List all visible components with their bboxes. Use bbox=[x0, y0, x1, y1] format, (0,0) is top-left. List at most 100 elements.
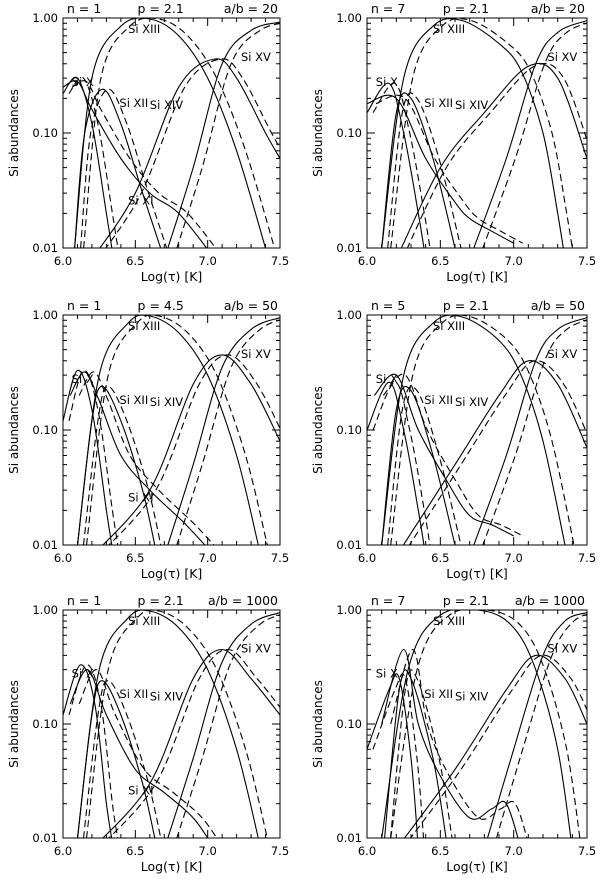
ion-label-si-xiv: Si XIV bbox=[150, 98, 183, 112]
ion-label-si-xv: Si XV bbox=[241, 641, 271, 655]
x-axis-title: Log(τ) [K] bbox=[141, 269, 203, 284]
series-dashed-si-xiii bbox=[85, 610, 268, 838]
series-line-si-xii bbox=[74, 88, 162, 248]
series-line-si-xiii bbox=[76, 610, 259, 838]
series-dashed-si-xv bbox=[176, 614, 280, 838]
y-tick-label: 1.00 bbox=[336, 308, 362, 322]
y-tick-label: 0.10 bbox=[336, 126, 362, 140]
y-tick-label: 0.01 bbox=[336, 831, 362, 845]
x-axis-title: Log(τ) [K] bbox=[446, 566, 508, 581]
series-group bbox=[63, 18, 280, 248]
panel-title-p: p = 4.5 bbox=[138, 298, 184, 313]
y-axis-title: Si abundances bbox=[311, 386, 325, 474]
x-tick-label: 7.0 bbox=[505, 551, 523, 565]
series-line-si-x bbox=[367, 673, 419, 838]
series-dashed-si-xi bbox=[71, 80, 217, 248]
x-tick-label: 6.5 bbox=[126, 844, 144, 858]
ion-label-si-xii: Si XII bbox=[424, 393, 453, 407]
x-axis-title: Log(τ) [K] bbox=[141, 859, 203, 874]
y-tick-label: 1.00 bbox=[336, 603, 362, 617]
ion-label-si-xv: Si XV bbox=[547, 347, 577, 361]
series-group bbox=[367, 18, 587, 248]
x-tick-label: 6.5 bbox=[126, 551, 144, 565]
series-line-si-xiv bbox=[402, 360, 587, 545]
panel-title-n: n = 7 bbox=[371, 593, 405, 608]
series-line-si-xv bbox=[167, 317, 280, 545]
ion-label-si-x: Si X bbox=[72, 75, 94, 89]
x-tick-label: 7.5 bbox=[271, 844, 289, 858]
ion-label-si-xiv: Si XIV bbox=[455, 98, 488, 112]
series-dashed-si-xi bbox=[390, 648, 528, 838]
x-tick-label: 6.0 bbox=[54, 844, 72, 858]
ion-label-si-xiii: Si XIII bbox=[433, 319, 465, 333]
series-dashed-si-x bbox=[68, 76, 119, 248]
y-tick-label: 0.01 bbox=[32, 241, 58, 255]
panel-title-ab: a/b = 50 bbox=[531, 298, 585, 313]
series-line-si-xiii bbox=[76, 315, 259, 545]
y-axis-title: Si abundances bbox=[311, 89, 325, 177]
panel-title-n: n = 1 bbox=[67, 593, 101, 608]
x-tick-label: 7.5 bbox=[578, 551, 596, 565]
ion-label-si-xiii: Si XIII bbox=[433, 614, 465, 628]
series-dashed-si-xi bbox=[78, 371, 215, 545]
x-tick-label: 6.5 bbox=[431, 551, 449, 565]
chart-panel-2: 6.0 6.5 7.0 7.5 0.01 0.10 1.00 Log(τ) [K] Si abu… bbox=[311, 1, 596, 284]
series-dashed-si-xii bbox=[387, 92, 462, 248]
series-line-si-xii bbox=[381, 92, 456, 248]
ion-label-si-xiv: Si XIV bbox=[150, 689, 183, 703]
ion-label-si-xiii: Si XIII bbox=[128, 614, 160, 628]
y-tick-label: 0.01 bbox=[32, 831, 58, 845]
series-line-si-xv bbox=[167, 611, 280, 838]
ion-label-si-xiii: Si XIII bbox=[128, 319, 160, 333]
series-line-si-xiv bbox=[403, 654, 587, 838]
series-line-si-xv bbox=[486, 611, 587, 838]
y-tick-label: 1.00 bbox=[32, 308, 58, 322]
series-line-si-xiii bbox=[381, 18, 564, 248]
chart-panel-6: 6.0 6.5 7.0 7.5 0.01 0.10 1.00 Log(τ) [K] Si abu… bbox=[311, 593, 596, 874]
series-dashed-si-xiii bbox=[83, 18, 276, 248]
x-axis-title: Log(τ) [K] bbox=[141, 566, 203, 581]
y-tick-label: 0.01 bbox=[32, 538, 58, 552]
series-dashed-si-xii bbox=[82, 385, 162, 545]
ion-label-si-xv: Si XV bbox=[547, 50, 577, 64]
series-dashed-si-x bbox=[68, 664, 119, 838]
series-line-si-xiv bbox=[99, 58, 280, 248]
chart-panel-3: 6.0 6.5 7.0 7.5 0.01 0.10 1.00 Log(τ) [K] Si abu… bbox=[7, 298, 289, 581]
x-tick-label: 6.5 bbox=[126, 254, 144, 268]
series-group bbox=[367, 315, 587, 545]
series-dashed-si-xiii bbox=[390, 610, 581, 838]
y-tick-label: 0.10 bbox=[336, 717, 362, 731]
ion-label-si-xv: Si XV bbox=[241, 50, 271, 64]
series-line-si-xii bbox=[384, 669, 447, 838]
y-axis-title: Si abundances bbox=[311, 680, 325, 768]
y-tick-label: 1.00 bbox=[336, 11, 362, 25]
series-line-si-xiii bbox=[381, 315, 566, 545]
ion-label-si-xiii: Si XIII bbox=[433, 22, 465, 36]
y-axis-title: Si abundances bbox=[7, 386, 21, 474]
series-dashed-si-xi bbox=[382, 373, 523, 537]
series-line-si-xi bbox=[367, 94, 514, 244]
series-group bbox=[367, 610, 587, 838]
ion-label-si-xii: Si XII bbox=[424, 687, 453, 701]
ion-label-si-xiv: Si XIV bbox=[455, 395, 488, 409]
chart-panel-5: 6.0 6.5 7.0 7.5 0.01 0.10 1.00 Log(τ) [K] Si abu… bbox=[7, 593, 289, 874]
series-dashed-si-xv bbox=[482, 319, 587, 545]
series-dashed-si-xv bbox=[495, 613, 587, 838]
y-tick-label: 0.01 bbox=[336, 538, 362, 552]
ion-label-si-xiii: Si XIII bbox=[128, 22, 160, 36]
panel-title-p: p = 2.1 bbox=[138, 593, 184, 608]
ion-label-si-xi: Si XI bbox=[128, 784, 153, 798]
series-line-si-xiv bbox=[102, 354, 280, 545]
x-axis-title: Log(τ) [K] bbox=[446, 269, 508, 284]
ion-label-si-x: Si X bbox=[376, 372, 398, 386]
panel-title-n: n = 1 bbox=[67, 1, 101, 16]
ion-label-si-xv: Si XV bbox=[241, 347, 271, 361]
series-line-si-xi bbox=[69, 371, 206, 545]
panel-title-ab: a/b = 1000 bbox=[515, 593, 585, 608]
x-tick-label: 7.5 bbox=[271, 254, 289, 268]
series-line-si-xv bbox=[473, 20, 587, 248]
series-line-si-x bbox=[63, 664, 113, 838]
x-tick-label: 7.0 bbox=[505, 254, 523, 268]
panel-title-n: n = 1 bbox=[67, 298, 101, 313]
